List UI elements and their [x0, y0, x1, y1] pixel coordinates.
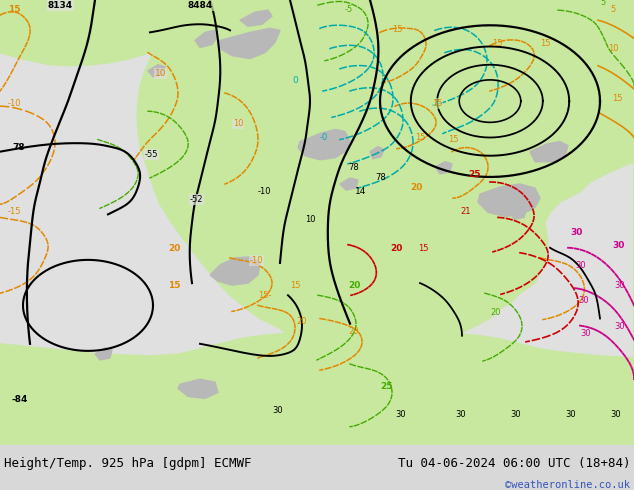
Text: ©weatheronline.co.uk: ©weatheronline.co.uk	[505, 480, 630, 490]
Text: 30: 30	[510, 410, 521, 418]
Text: 5: 5	[610, 5, 615, 14]
Text: -15: -15	[8, 207, 22, 217]
Text: -52: -52	[190, 195, 204, 204]
Polygon shape	[478, 184, 540, 217]
Text: 30: 30	[614, 321, 624, 331]
Text: 78: 78	[375, 173, 385, 182]
Text: 10: 10	[155, 69, 167, 78]
Text: 20: 20	[410, 183, 422, 192]
Text: 10: 10	[305, 216, 316, 224]
Text: 25: 25	[468, 170, 481, 179]
Text: 78: 78	[348, 163, 359, 172]
Text: 78: 78	[12, 143, 25, 151]
Polygon shape	[435, 162, 452, 174]
Text: 15: 15	[290, 281, 301, 290]
Text: 30: 30	[272, 406, 283, 415]
Text: 20: 20	[296, 317, 306, 325]
Text: -5: -5	[345, 5, 353, 14]
Text: 15: 15	[448, 135, 458, 144]
Text: 30: 30	[395, 410, 406, 418]
Polygon shape	[0, 0, 634, 66]
Polygon shape	[298, 129, 350, 160]
Text: 30: 30	[580, 329, 591, 338]
Text: Tu 04-06-2024 06:00 UTC (18+84): Tu 04-06-2024 06:00 UTC (18+84)	[398, 457, 630, 470]
Text: 10: 10	[233, 120, 243, 128]
Text: -10: -10	[8, 99, 22, 108]
Polygon shape	[210, 257, 260, 285]
Text: 30: 30	[575, 261, 586, 270]
Text: 15: 15	[168, 281, 181, 290]
Text: 15: 15	[415, 132, 425, 142]
Text: 30: 30	[565, 410, 576, 418]
Text: 20: 20	[490, 309, 500, 318]
Text: -0: -0	[320, 132, 328, 142]
Text: 8134: 8134	[48, 1, 73, 10]
Text: 30: 30	[614, 281, 624, 290]
Polygon shape	[340, 178, 358, 190]
Text: -10: -10	[258, 187, 271, 196]
Text: 15-: 15-	[258, 291, 271, 300]
Text: 0: 0	[292, 76, 298, 85]
Text: 20: 20	[390, 244, 403, 253]
Text: Height/Temp. 925 hPa [gdpm] ECMWF: Height/Temp. 925 hPa [gdpm] ECMWF	[4, 457, 252, 470]
Text: 15: 15	[612, 94, 623, 103]
Text: 15: 15	[418, 244, 429, 253]
Text: 15: 15	[492, 39, 503, 48]
Text: 30: 30	[455, 410, 465, 418]
Text: -10: -10	[250, 256, 264, 265]
Polygon shape	[220, 28, 280, 59]
Polygon shape	[0, 0, 634, 364]
Text: 30: 30	[612, 241, 624, 250]
Text: 15: 15	[540, 39, 550, 48]
Text: 10: 10	[608, 44, 619, 52]
Text: 5: 5	[600, 0, 605, 7]
Text: 15: 15	[432, 99, 443, 108]
Text: 15: 15	[8, 5, 20, 14]
Polygon shape	[0, 0, 634, 445]
Text: 30: 30	[610, 410, 621, 418]
Polygon shape	[510, 207, 526, 220]
Polygon shape	[195, 30, 218, 48]
Polygon shape	[530, 142, 568, 162]
Text: 14: 14	[355, 187, 366, 196]
Text: 20: 20	[348, 281, 360, 290]
Text: 15: 15	[392, 25, 403, 34]
Polygon shape	[240, 10, 272, 26]
Polygon shape	[148, 65, 165, 77]
Text: -84: -84	[12, 395, 29, 404]
Text: 20: 20	[168, 244, 181, 253]
Polygon shape	[178, 379, 218, 398]
Polygon shape	[370, 147, 384, 159]
Text: -55: -55	[145, 150, 158, 159]
Text: 8484: 8484	[188, 1, 213, 10]
Text: 25: 25	[380, 382, 392, 392]
Text: 20: 20	[348, 327, 358, 336]
Text: 21: 21	[460, 207, 470, 217]
Text: 30: 30	[578, 296, 588, 305]
Text: 30: 30	[570, 227, 583, 237]
Polygon shape	[95, 348, 112, 360]
